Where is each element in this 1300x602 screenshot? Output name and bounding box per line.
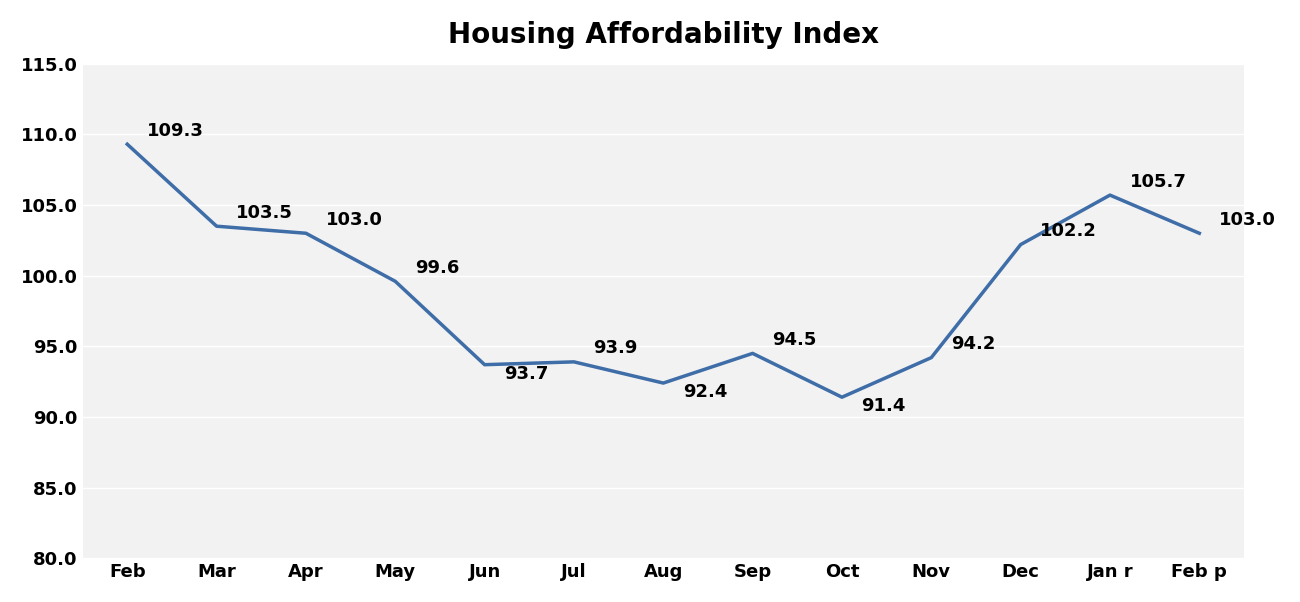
Text: 94.5: 94.5	[772, 331, 816, 349]
Text: 103.0: 103.0	[325, 211, 382, 229]
Text: 93.9: 93.9	[594, 340, 638, 358]
Text: 102.2: 102.2	[1040, 222, 1097, 240]
Title: Housing Affordability Index: Housing Affordability Index	[447, 21, 879, 49]
Text: 105.7: 105.7	[1130, 173, 1187, 191]
Text: 93.7: 93.7	[504, 365, 549, 383]
Text: 99.6: 99.6	[415, 259, 459, 277]
Text: 91.4: 91.4	[862, 397, 906, 415]
Text: 94.2: 94.2	[952, 335, 996, 353]
Text: 103.0: 103.0	[1219, 211, 1275, 229]
Text: 103.5: 103.5	[237, 203, 292, 222]
Text: 109.3: 109.3	[147, 122, 204, 140]
Text: 92.4: 92.4	[682, 383, 727, 401]
